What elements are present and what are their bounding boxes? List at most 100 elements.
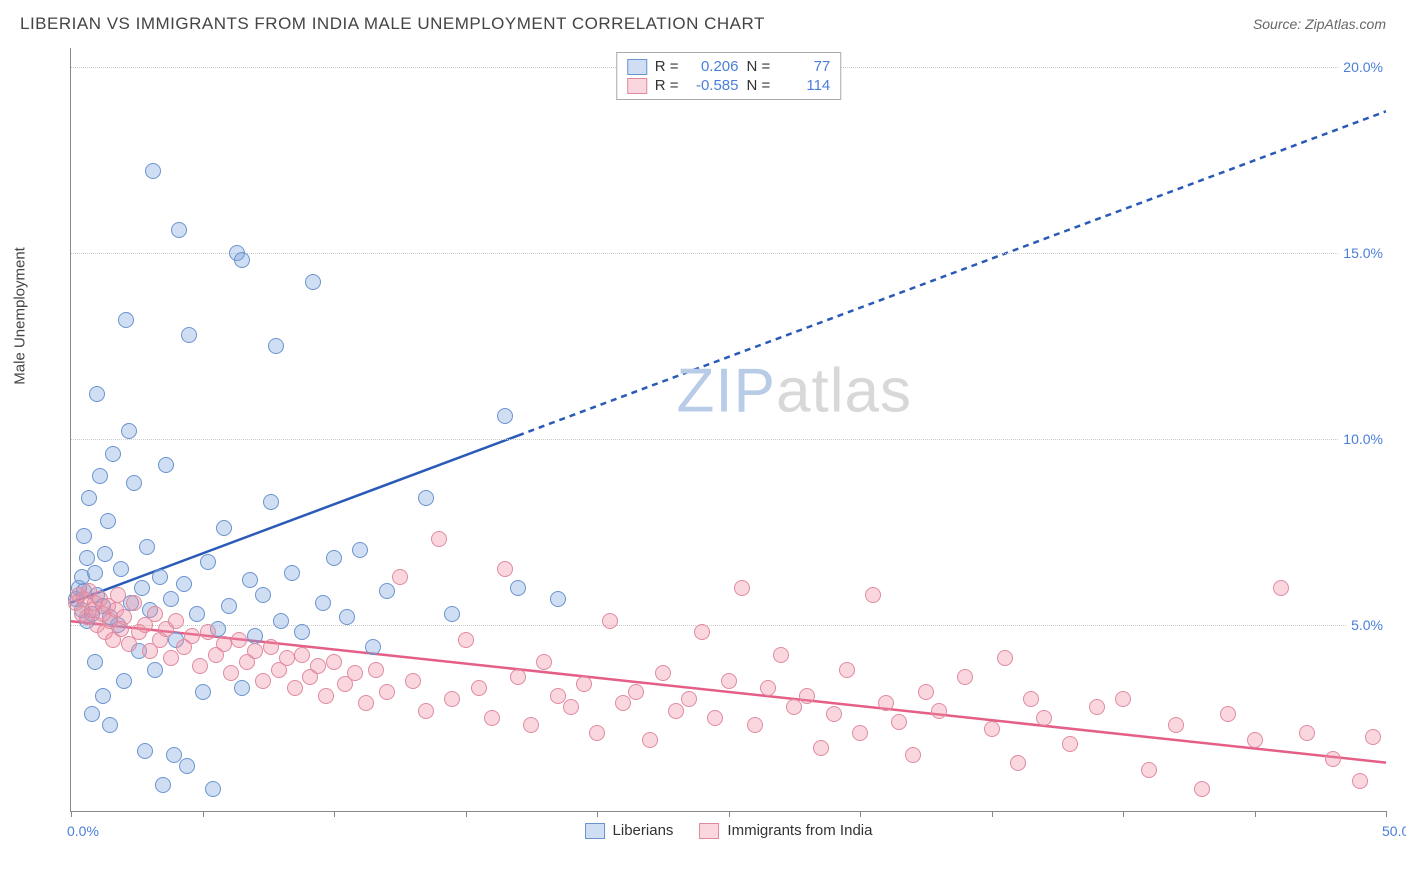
- data-point: [1352, 773, 1368, 789]
- data-point: [1365, 729, 1381, 745]
- data-point: [231, 632, 247, 648]
- data-point: [155, 777, 171, 793]
- data-point: [268, 338, 284, 354]
- data-point: [368, 662, 384, 678]
- data-point: [147, 662, 163, 678]
- data-point: [200, 624, 216, 640]
- data-point: [760, 680, 776, 696]
- regression-lines: [71, 48, 1386, 811]
- swatch-liberians: [627, 59, 647, 75]
- data-point: [1220, 706, 1236, 722]
- data-point: [126, 595, 142, 611]
- data-point: [418, 490, 434, 506]
- data-point: [813, 740, 829, 756]
- data-point: [126, 475, 142, 491]
- data-point: [152, 569, 168, 585]
- legend-item-india: Immigrants from India: [699, 822, 872, 839]
- data-point: [905, 747, 921, 763]
- legend-label-liberians: Liberians: [613, 822, 674, 839]
- data-point: [105, 446, 121, 462]
- data-point: [347, 665, 363, 681]
- data-point: [255, 673, 271, 689]
- data-point: [95, 688, 111, 704]
- data-point: [184, 628, 200, 644]
- data-point: [195, 684, 211, 700]
- data-point: [392, 569, 408, 585]
- data-point: [315, 595, 331, 611]
- x-tick: [1386, 811, 1387, 817]
- data-point: [1194, 781, 1210, 797]
- data-point: [878, 695, 894, 711]
- data-point: [918, 684, 934, 700]
- data-point: [279, 650, 295, 666]
- data-point: [287, 680, 303, 696]
- data-point: [734, 580, 750, 596]
- data-point: [137, 743, 153, 759]
- r-value-india: -0.585: [687, 77, 739, 94]
- x-tick: [1255, 811, 1256, 817]
- data-point: [721, 673, 737, 689]
- data-point: [79, 550, 95, 566]
- x-tick: [860, 811, 861, 817]
- data-point: [234, 680, 250, 696]
- x-tick: [729, 811, 730, 817]
- data-point: [87, 565, 103, 581]
- data-point: [694, 624, 710, 640]
- data-point: [181, 327, 197, 343]
- data-point: [358, 695, 374, 711]
- data-point: [81, 490, 97, 506]
- data-point: [221, 598, 237, 614]
- chart-header: LIBERIAN VS IMMIGRANTS FROM INDIA MALE U…: [0, 0, 1406, 42]
- y-tick-label: 15.0%: [1339, 245, 1387, 261]
- data-point: [444, 691, 460, 707]
- data-point: [139, 539, 155, 555]
- data-point: [891, 714, 907, 730]
- data-point: [171, 222, 187, 238]
- data-point: [113, 561, 129, 577]
- x-tick-label: 0.0%: [67, 823, 99, 839]
- plot-area: ZIPatlas R = 0.206 N = 77 R = -0.585 N =…: [70, 48, 1386, 812]
- data-point: [471, 680, 487, 696]
- swatch-india: [627, 78, 647, 94]
- data-point: [326, 654, 342, 670]
- data-point: [1010, 755, 1026, 771]
- data-point: [497, 561, 513, 577]
- data-point: [931, 703, 947, 719]
- data-point: [200, 554, 216, 570]
- data-point: [92, 468, 108, 484]
- n-value-liberians: 77: [778, 58, 830, 75]
- data-point: [84, 706, 100, 722]
- chart-title: LIBERIAN VS IMMIGRANTS FROM INDIA MALE U…: [20, 14, 765, 34]
- data-point: [294, 647, 310, 663]
- y-tick-label: 20.0%: [1339, 59, 1387, 75]
- data-point: [163, 650, 179, 666]
- data-point: [121, 423, 137, 439]
- data-point: [158, 457, 174, 473]
- data-point: [273, 613, 289, 629]
- swatch-liberians: [585, 823, 605, 839]
- source-attribution: Source: ZipAtlas.com: [1253, 16, 1386, 32]
- gridline: [71, 439, 1386, 440]
- data-point: [786, 699, 802, 715]
- data-point: [189, 606, 205, 622]
- data-point: [379, 583, 395, 599]
- data-point: [589, 725, 605, 741]
- n-value-india: 114: [778, 77, 830, 94]
- data-point: [100, 513, 116, 529]
- data-point: [1089, 699, 1105, 715]
- data-point: [192, 658, 208, 674]
- data-point: [523, 717, 539, 733]
- data-point: [997, 650, 1013, 666]
- watermark-atlas: atlas: [776, 357, 912, 426]
- data-point: [166, 747, 182, 763]
- watermark-zip: ZIP: [677, 357, 776, 426]
- data-point: [510, 580, 526, 596]
- r-label: R =: [655, 77, 679, 94]
- x-tick: [203, 811, 204, 817]
- data-point: [176, 576, 192, 592]
- data-point: [97, 546, 113, 562]
- data-point: [145, 163, 161, 179]
- data-point: [747, 717, 763, 733]
- data-point: [205, 781, 221, 797]
- data-point: [602, 613, 618, 629]
